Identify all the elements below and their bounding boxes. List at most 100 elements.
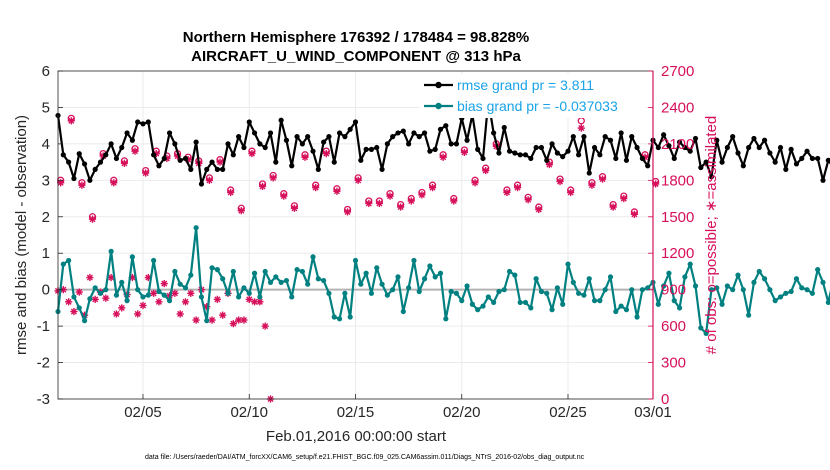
rmse-point: [777, 144, 784, 151]
bias-point: [92, 285, 98, 291]
obs-assimilated-point-stroke: [177, 310, 184, 318]
rmse-point: [151, 152, 157, 158]
obs-assimilated-point-stroke: [68, 117, 75, 124]
obs-assimilated-point: [513, 184, 522, 192]
bias-point: [267, 279, 274, 285]
obs-assimilated-point-stroke: [230, 320, 237, 327]
obs-assimilated-point-stroke: [65, 298, 72, 305]
bias-point: [560, 301, 566, 307]
obs-assimilated-point-stroke: [323, 150, 330, 157]
bias-point: [124, 298, 130, 304]
bias-point: [358, 281, 364, 287]
rmse-point: [395, 130, 401, 136]
rmse-point: [92, 166, 98, 172]
obs-assimilated-point: [171, 289, 179, 297]
obs-assimilated-point-stroke: [631, 211, 638, 218]
obs-assimilated-point: [503, 188, 511, 197]
rmse-point: [528, 155, 534, 162]
y-tick-label-right: 1200: [661, 245, 694, 262]
y-tick-label-left: 4: [42, 136, 50, 153]
x-tick-label: 02/15: [337, 404, 375, 421]
obs-assimilated-point-stroke: [171, 290, 178, 297]
bias-point: [825, 299, 830, 306]
rmse-point: [480, 155, 486, 162]
rmse-point: [145, 119, 151, 125]
obs-assimilated-point-stroke: [251, 298, 258, 305]
bias-point: [496, 288, 502, 295]
x-tick-label: 02/05: [124, 404, 162, 421]
obs-assimilated-point-stroke: [397, 204, 404, 211]
bias-point: [618, 303, 624, 309]
obs-assimilated-point: [110, 179, 118, 187]
bias-line: [56, 226, 830, 335]
bias-point: [97, 290, 104, 296]
obs-assimilated-point-stroke: [219, 312, 226, 319]
obs-assimilated-point: [577, 124, 585, 132]
obs-assimilated-point: [205, 176, 214, 184]
bias-point: [777, 294, 784, 300]
obs-assimilated-point: [322, 150, 330, 158]
obs-assimilated-point-stroke: [246, 296, 253, 303]
bias-point: [793, 276, 800, 282]
bias-point: [368, 290, 375, 296]
bias-point: [453, 290, 460, 296]
bias-point: [331, 314, 337, 320]
rmse-point: [368, 146, 375, 152]
bias-point: [193, 225, 199, 231]
obs-assimilated-point: [460, 148, 469, 156]
bias-point: [724, 283, 730, 289]
bias-point: [746, 312, 752, 318]
rmse-point: [347, 126, 353, 132]
obs-assimilated-point-stroke: [535, 206, 542, 213]
obs-assimilated-point-stroke: [70, 308, 77, 315]
bias-point: [549, 307, 555, 313]
y-tick-label-left: -2: [37, 355, 50, 372]
bias-point: [815, 267, 821, 273]
obs-assimilated-point-stroke: [108, 274, 115, 281]
obs-assimilated-point: [187, 289, 195, 297]
bias-point: [501, 287, 507, 293]
rmse-point: [432, 146, 438, 152]
obs-assimilated-point-stroke: [503, 189, 510, 196]
obs-assimilated-point-stroke: [102, 295, 109, 302]
bias-point: [576, 290, 582, 296]
rmse-point: [607, 137, 614, 143]
obs-assimilated-point-stroke: [440, 154, 447, 161]
rmse-point: [124, 130, 130, 136]
rmse-point: [804, 148, 810, 154]
bias-point: [767, 287, 773, 293]
obs-assimilated-point: [134, 310, 142, 318]
rmse-point: [166, 130, 173, 136]
rmse-point: [363, 146, 369, 152]
rmse-point: [708, 174, 715, 180]
obs-assimilated-point: [598, 175, 607, 183]
obs-assimilated-point-stroke: [76, 289, 83, 296]
bias-point: [294, 267, 300, 273]
obs-assimilated-point-stroke: [259, 183, 266, 190]
bias-point: [273, 274, 279, 280]
obs-assimilated-point: [229, 320, 237, 328]
obs-assimilated-point-stroke: [150, 290, 157, 297]
bias-point: [71, 294, 77, 300]
footer-data-file: data file: /Users/raeder/DAI/ATM_forcXX/…: [145, 454, 585, 461]
rmse-point: [629, 134, 635, 140]
rmse-point: [315, 166, 321, 172]
rmse-point: [108, 141, 114, 147]
obs-assimilated-point-stroke: [214, 296, 221, 303]
rmse-point: [655, 144, 661, 151]
obs-assimilated-point: [343, 208, 352, 216]
obs-assimilated-point-stroke: [86, 274, 93, 281]
bias-point: [799, 285, 805, 291]
bias-point: [475, 307, 481, 313]
rmse-point: [491, 130, 497, 136]
rmse-point: [294, 134, 300, 140]
rmse-point: [687, 148, 693, 154]
legend-bias-label: bias grand pr = -0.037033: [457, 98, 618, 114]
bias-point: [113, 292, 120, 298]
bias-point: [257, 294, 263, 300]
bias-point: [565, 261, 571, 267]
rmse-point: [342, 134, 348, 140]
rmse-point: [204, 166, 210, 172]
rmse-point: [724, 144, 730, 151]
bias-point: [406, 285, 412, 291]
